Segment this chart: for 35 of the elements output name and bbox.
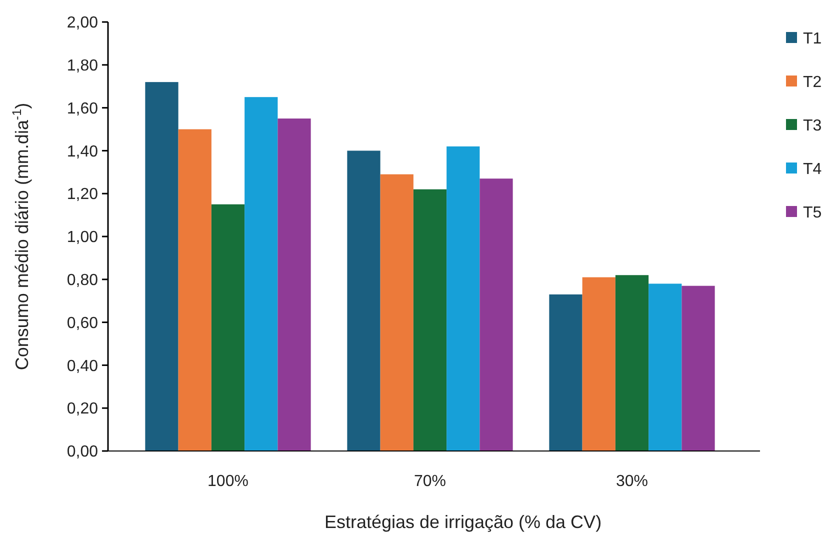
y-tick-label: 0,00 (66, 444, 98, 461)
y-tick-label: 0,60 (66, 314, 98, 332)
bar (549, 294, 582, 451)
x-tick-label: 100% (208, 473, 248, 490)
y-tick-label: 1,80 (66, 58, 98, 74)
legend-label: T5 (803, 204, 822, 222)
x-tick-label: 70% (414, 473, 446, 490)
bar (211, 204, 245, 451)
bar (145, 82, 178, 451)
x-axis-title: Estratégias de irrigação (% da CV) (324, 512, 602, 532)
y-tick-label: 0,20 (66, 400, 98, 418)
legend-label: T4 (803, 161, 822, 178)
y-tick-label: 2,00 (66, 14, 98, 32)
y-tick-label: 1,00 (66, 229, 98, 246)
bar (615, 275, 649, 451)
bar (347, 150, 380, 451)
bar (648, 284, 682, 451)
legend-label: T2 (803, 74, 822, 92)
x-tick-label: 30% (616, 473, 648, 490)
bar (480, 178, 513, 451)
y-tick-label: 0,80 (66, 272, 98, 289)
bar (380, 174, 414, 451)
bar (682, 286, 715, 451)
legend-label: T1 (803, 30, 822, 48)
y-tick-label: 1,60 (66, 100, 98, 118)
bar (244, 97, 278, 451)
y-tick-label: 1,40 (66, 143, 98, 160)
y-tick-label: 0,40 (66, 358, 98, 375)
y-tick-label: 1,20 (66, 186, 98, 204)
bar (582, 277, 616, 451)
bar (278, 118, 311, 451)
legend-label: T3 (803, 118, 822, 135)
bar (178, 129, 212, 451)
bar (413, 189, 447, 451)
bar (446, 146, 480, 451)
